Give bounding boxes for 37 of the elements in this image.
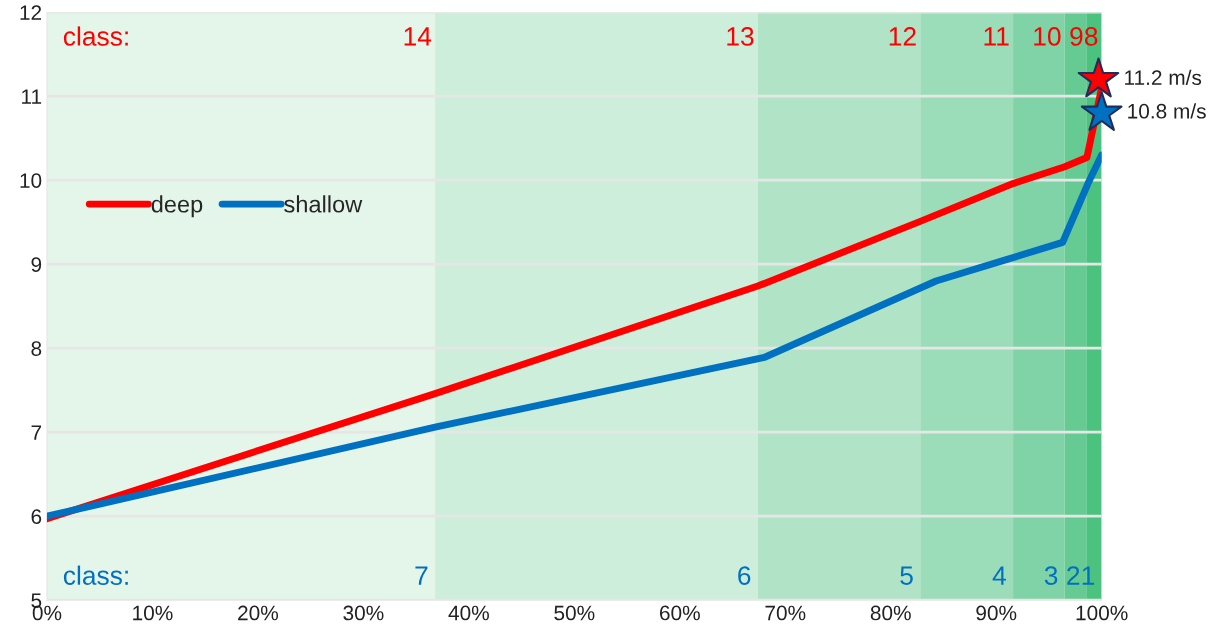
band-label: 12: [889, 27, 916, 46]
data-label: 11.2 m/s: [1125, 69, 1202, 86]
annotation: 6: [738, 566, 751, 585]
legend-label: shallow: [284, 195, 363, 213]
band-label: 8: [1084, 27, 1098, 46]
data-label: 10.8 m/s: [1128, 103, 1206, 119]
annotation: 1: [1082, 566, 1095, 585]
x-tick-label: 50%: [554, 605, 595, 621]
band-label: 10: [1034, 27, 1061, 46]
x-tick-label: 20%: [238, 605, 279, 621]
y-tick-label: 6: [31, 509, 42, 524]
y-tick-label: 7: [31, 425, 42, 440]
x-tick-label: 60%: [659, 605, 700, 621]
x-tick-label: 10%: [133, 605, 173, 621]
annotation: 5: [900, 566, 913, 585]
annotation: 3: [1044, 566, 1058, 585]
annotation: 7: [415, 566, 428, 585]
x-tick-label: 30%: [343, 605, 384, 621]
band-label: 14: [404, 27, 432, 46]
legend-label: deep: [151, 195, 203, 218]
y-tick-label: 12: [20, 5, 42, 20]
x-tick-label: 80%: [870, 605, 911, 621]
annotation: 2: [1067, 566, 1080, 585]
band-label: 11: [984, 27, 1009, 46]
band-label: 9: [1070, 27, 1083, 46]
y-tick-label: 10: [20, 173, 42, 188]
band-label: 13: [727, 27, 754, 46]
x-tick-label: 40%: [448, 605, 489, 621]
y-tick-label: 9: [31, 257, 42, 272]
annotation: class:: [63, 26, 128, 46]
x-tick-label: 70%: [765, 605, 806, 621]
x-tick-label: 100%: [1076, 605, 1128, 621]
y-tick-label: 11: [22, 89, 42, 104]
annotation: class:: [63, 565, 128, 585]
y-tick-label: 8: [31, 341, 42, 356]
annotation: 4: [992, 566, 1006, 585]
x-tick-label: 90%: [976, 605, 1017, 621]
